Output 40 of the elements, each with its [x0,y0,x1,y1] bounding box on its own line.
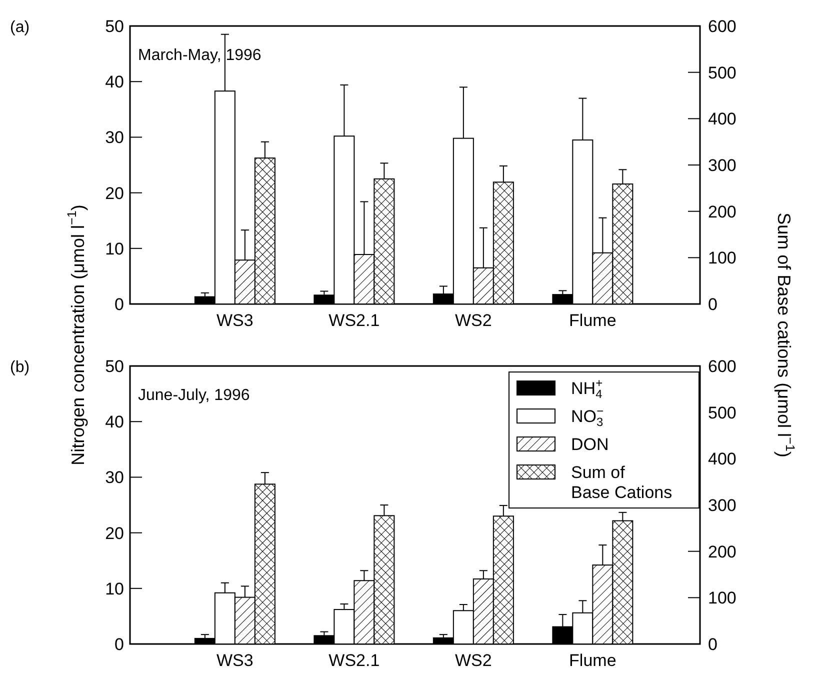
y-tick-label: 30 [105,468,124,488]
y2-tick-label: 100 [708,248,736,268]
x-tick-label: WS2.1 [328,651,380,670]
y2-tick-label: 500 [708,63,736,82]
y-tick-label: 10 [105,579,124,598]
text: (a) [10,19,30,36]
text: June-July, 1996 [138,387,250,404]
y2-tick-label: 200 [708,202,736,222]
y2-tick-label: 600 [708,16,736,36]
y2-tick-label: 100 [708,588,736,608]
text: March-May, 1996 [138,47,262,64]
y2-tick-label: 300 [708,496,736,515]
x-tick-label: WS2.1 [328,311,380,330]
y-tick-label: 10 [105,239,124,258]
y-tick-label: 40 [105,412,124,432]
y2-tick-label: 200 [708,542,736,562]
y-tick-label: 0 [114,634,124,654]
y2-tick-label: 0 [708,294,718,314]
x-tick-label: WS2 [455,311,492,330]
x-tick-label: WS2 [455,651,492,670]
y2-tick-label: 300 [708,156,736,175]
legend-label: Sum of Base Cations [571,462,672,502]
y2-tick-label: 0 [708,634,718,654]
y-tick-label: 40 [105,72,124,92]
y-tick-label: 50 [105,356,124,376]
x-tick-label: Flume [569,651,616,670]
y-tick-label: 50 [105,16,124,36]
y-tick-label: 20 [105,524,124,543]
y-tick-label: 20 [105,184,124,203]
y2-tick-label: 600 [708,356,736,376]
y-tick-label: 30 [105,128,124,148]
y2-tick-label: 500 [708,403,736,422]
x-tick-label: Flume [569,311,616,330]
text: (b) [10,359,30,376]
y2-tick-label: 400 [708,110,736,129]
y-tick-label: 0 [114,294,124,314]
y2-tick-label: 400 [708,450,736,469]
x-tick-label: WS3 [216,651,254,670]
legend-label: DON [571,434,609,454]
x-tick-label: WS3 [216,311,254,330]
